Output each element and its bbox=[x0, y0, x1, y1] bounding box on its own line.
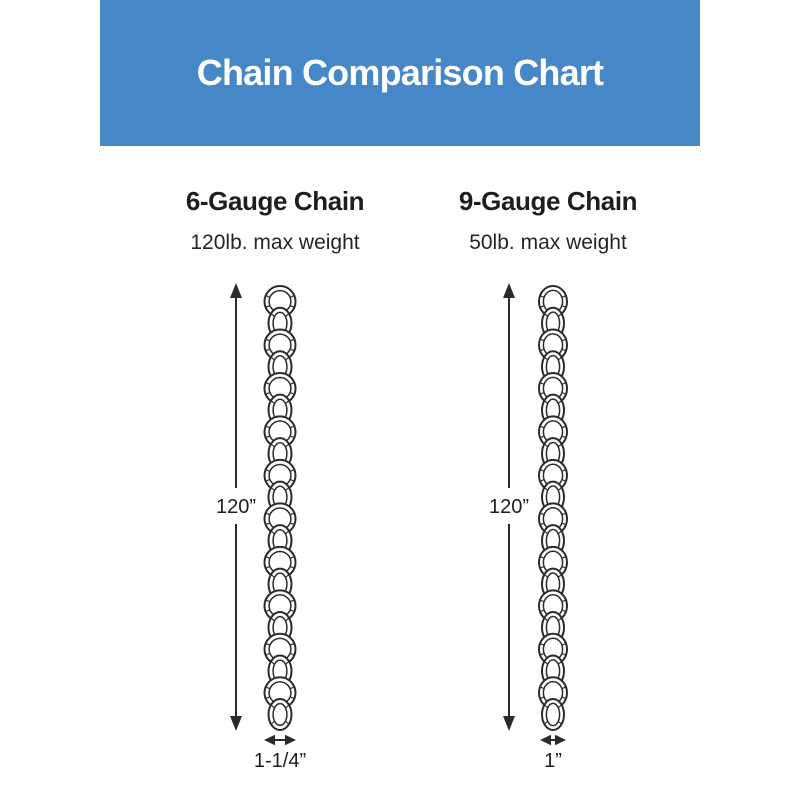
max-weight-label: 120lb. max weight bbox=[190, 231, 360, 254]
width-label: 1” bbox=[544, 750, 562, 772]
width-arrow bbox=[264, 734, 296, 746]
length-arrow bbox=[503, 283, 515, 731]
width-label: 1-1/4” bbox=[254, 750, 306, 772]
width-arrow bbox=[540, 734, 566, 746]
chain-diagram-6-gauge: 120” 1-1/4” bbox=[216, 283, 306, 772]
title-banner: Chain Comparison Chart bbox=[100, 0, 700, 146]
max-weight-label: 50lb. max weight bbox=[469, 231, 627, 254]
length-arrow bbox=[230, 283, 242, 731]
length-label: 120” bbox=[489, 496, 529, 518]
page-title: Chain Comparison Chart bbox=[196, 52, 604, 93]
chain-illustration bbox=[538, 285, 568, 731]
column-6-gauge: 6-Gauge Chain 120lb. max weight 120” 1-1… bbox=[125, 0, 425, 800]
column-title: 6-Gauge Chain bbox=[185, 186, 365, 216]
column-title: 9-Gauge Chain bbox=[458, 186, 638, 216]
chain-diagram-9-gauge: 120” 1” bbox=[489, 283, 568, 772]
chain-illustration bbox=[263, 285, 297, 731]
length-label: 120” bbox=[216, 496, 256, 518]
column-9-gauge: 9-Gauge Chain 50lb. max weight 120” 1” bbox=[398, 0, 698, 800]
